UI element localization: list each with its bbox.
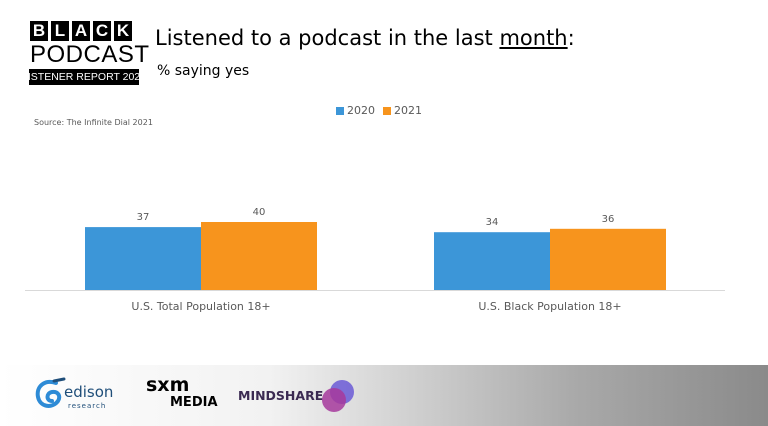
bar-value-label: 36 <box>602 214 615 225</box>
legend-label-2020: 2020 <box>347 104 375 117</box>
legend-label-2021: 2021 <box>394 104 422 117</box>
footer-sponsor-bar: edison research sxm MEDIA MINDSHARE <box>0 365 768 426</box>
category-label: U.S. Black Population 18+ <box>478 300 621 313</box>
title-colon: : <box>567 26 575 50</box>
bar-chart: 37 40 U.S. Total Population 18+ 34 36 U.S. Bl… <box>25 207 725 313</box>
logo-letter: L <box>50 20 70 42</box>
logo-letter: A <box>71 20 91 42</box>
black-podcast-logo: B L A C K PODCAST LISTENER REPORT 2021 <box>22 20 149 86</box>
legend-item-2020: 2020 <box>336 104 375 117</box>
edison-research-logo: edison research <box>34 377 124 413</box>
title-underlined-word: month <box>499 26 568 50</box>
bar-2020 <box>434 232 550 290</box>
bar-value-label: 40 <box>253 207 266 218</box>
legend-item-2021: 2021 <box>383 104 422 117</box>
logo-podcast-word: PODCAST <box>30 41 150 68</box>
chart-legend: 2020 2021 <box>336 104 422 117</box>
source-note: Source: The Infinite Dial 2021 <box>34 118 153 127</box>
logo-letter: K <box>113 20 133 42</box>
mindshare-name: MINDSHARE <box>238 388 324 403</box>
sxm-media-logo: sxm MEDIA <box>146 374 218 417</box>
edison-swirl-icon <box>35 377 66 408</box>
logo-black-letters: B L A C K <box>29 20 133 42</box>
chart-title: Listened to a podcast in the last month: <box>155 26 575 50</box>
bar-value-label: 34 <box>486 217 499 228</box>
logo-letter: C <box>92 20 112 42</box>
mindshare-circles-icon <box>322 380 354 412</box>
media-word: MEDIA <box>170 395 218 410</box>
edison-name: edison <box>64 383 114 401</box>
category-label: U.S. Total Population 18+ <box>131 300 270 313</box>
legend-swatch-2020 <box>336 106 344 115</box>
chart-subtitle: % saying yes <box>157 63 250 79</box>
bar-2021 <box>201 222 317 290</box>
bar-2020 <box>85 227 201 290</box>
title-text: Listened to a podcast in the last <box>155 26 500 50</box>
sxm-word: sxm <box>146 374 190 396</box>
legend-swatch-2021 <box>383 106 391 115</box>
edison-sub: research <box>68 402 107 410</box>
mindshare-logo: MINDSHARE <box>238 379 358 413</box>
logo-letter: B <box>29 20 49 42</box>
bar-2021 <box>550 228 666 290</box>
bar-value-label: 37 <box>137 212 150 223</box>
logo-report-label: LISTENER REPORT 2021 <box>22 69 146 85</box>
